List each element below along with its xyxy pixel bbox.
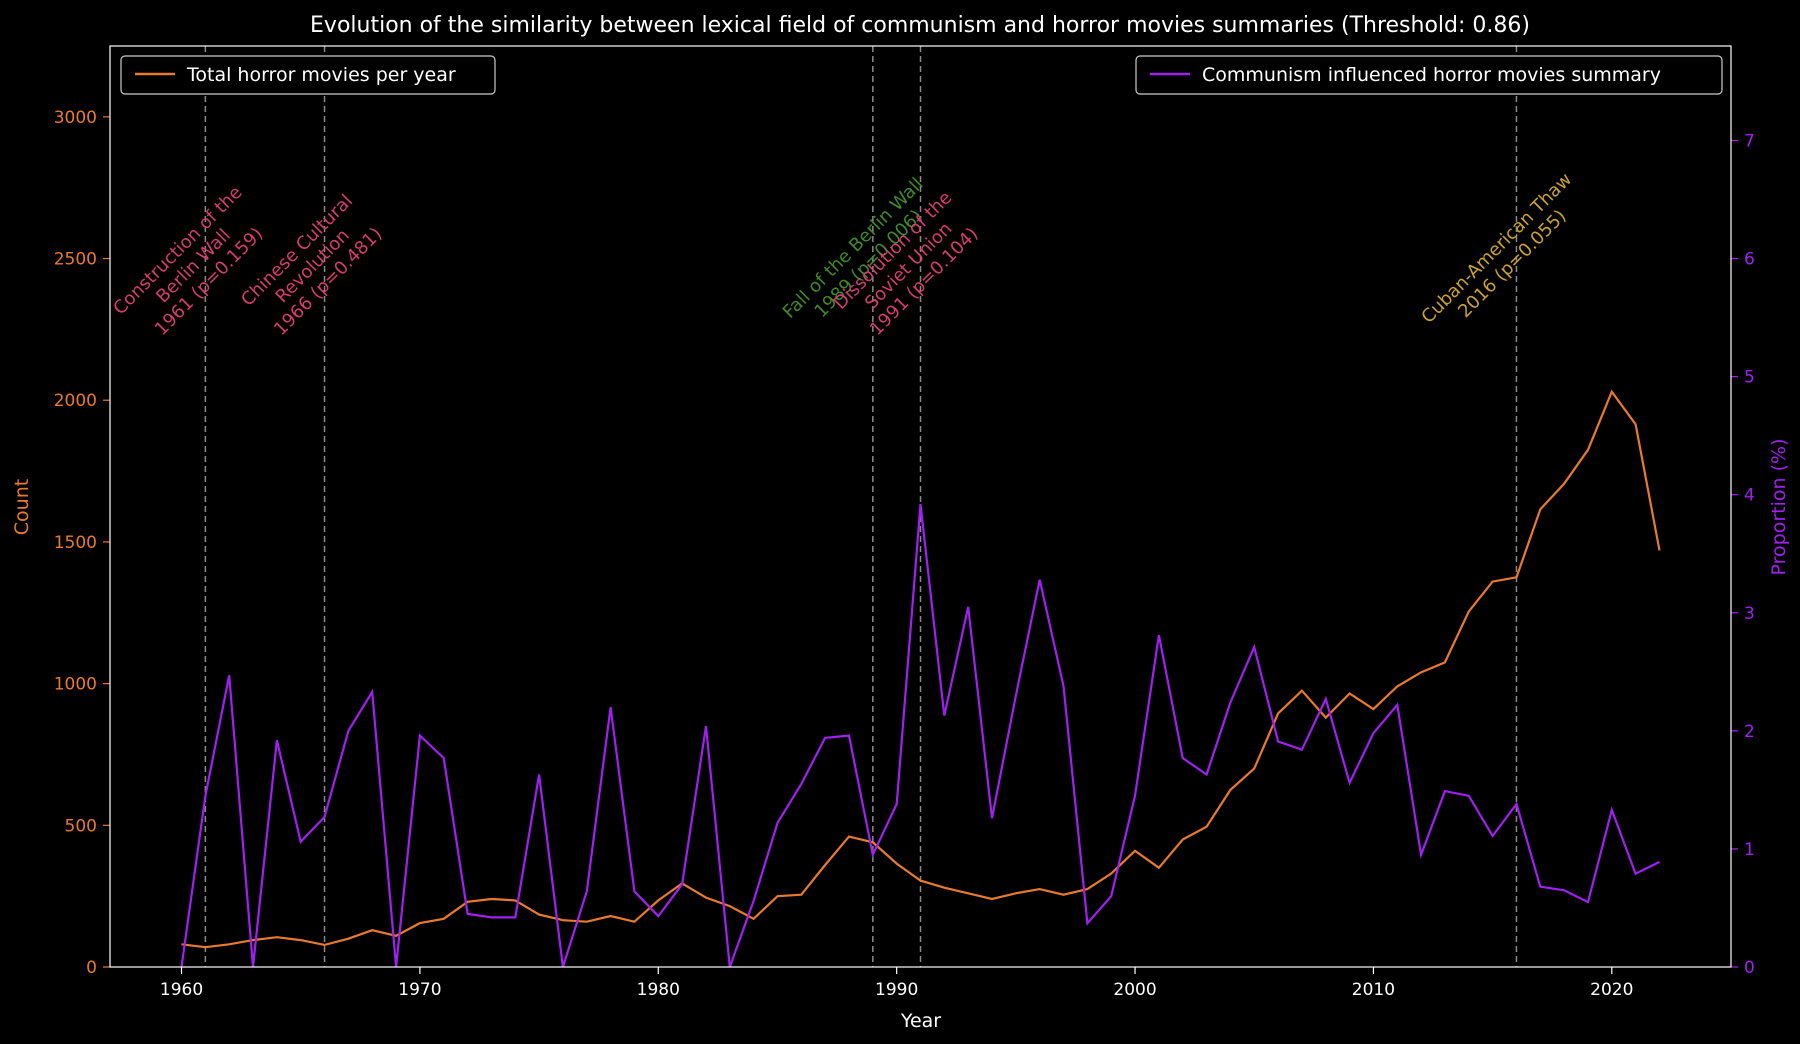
left-y-tick-label: 0 [86, 958, 97, 978]
left-y-tick-label: 1500 [54, 533, 97, 553]
left-y-tick-label: 2500 [54, 250, 97, 270]
x-tick-label: 2020 [1590, 980, 1633, 1000]
x-axis-label: Year [900, 1010, 941, 1032]
right-y-tick-label: 7 [1744, 131, 1755, 151]
x-axis-ticks: 1960 1970 1980 1990 2000 2010 2020 [160, 967, 1633, 1000]
right-y-axis-ticks: 0 1 2 3 4 5 6 7 [1731, 131, 1755, 978]
right-y-tick-label: 5 [1744, 368, 1755, 388]
right-y-tick-label: 3 [1744, 604, 1755, 624]
legend-left: Total horror movies per year [120, 55, 496, 95]
chart-title: Evolution of the similarity between lexi… [310, 13, 1530, 38]
left-y-axis-ticks: 0 500 1000 1500 2000 2500 3000 [54, 108, 110, 978]
legend-label-total: Total horror movies per year [186, 64, 456, 86]
series-line-communism-influenced [180, 503, 1660, 968]
left-y-tick-label: 3000 [54, 108, 97, 128]
left-y-axis-label: Count [11, 479, 33, 535]
right-y-tick-label: 6 [1744, 250, 1755, 270]
right-y-tick-label: 0 [1744, 958, 1755, 978]
legend-right-box [1135, 55, 1723, 95]
legend-right: Communism influenced horror movies summa… [1135, 55, 1723, 95]
x-tick-label: 2000 [1113, 980, 1156, 1000]
series-line-total-horror-movies [181, 389, 1661, 949]
left-y-tick-label: 1000 [54, 675, 97, 695]
legend-label-communism: Communism influenced horror movies summa… [1202, 64, 1661, 86]
x-tick-label: 1980 [637, 980, 680, 1000]
x-tick-label: 2010 [1352, 980, 1395, 1000]
x-tick-label: 1990 [875, 980, 918, 1000]
legend-left-box [120, 55, 496, 95]
x-tick-label: 1970 [398, 980, 441, 1000]
x-tick-label: 1960 [160, 980, 203, 1000]
left-y-tick-label: 500 [65, 816, 97, 836]
right-y-tick-label: 4 [1744, 486, 1755, 506]
left-y-tick-label: 2000 [54, 391, 97, 411]
right-y-axis-label: Proportion (%) [1768, 439, 1790, 576]
right-y-tick-label: 1 [1744, 840, 1755, 860]
plot-frame [109, 45, 1732, 968]
right-y-tick-label: 2 [1744, 722, 1755, 742]
